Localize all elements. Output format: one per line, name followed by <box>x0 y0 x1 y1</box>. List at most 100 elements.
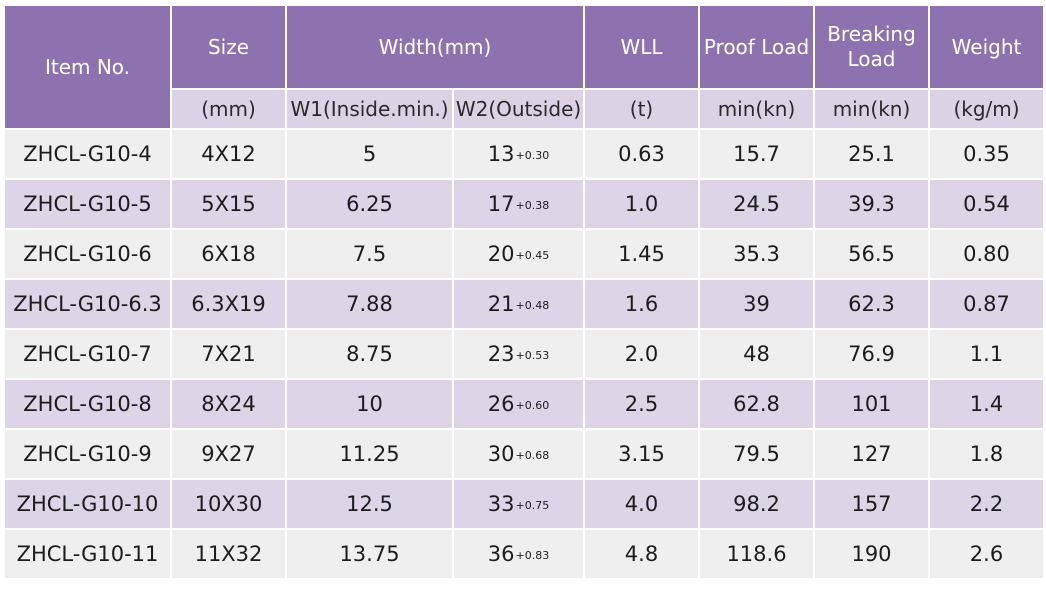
cell-breaking-load: 39.3 <box>815 180 928 228</box>
cell-size: 6X18 <box>172 230 285 278</box>
cell-w2: 20+0.45 <box>454 230 583 278</box>
cell-wll: 3.15 <box>585 430 698 478</box>
cell-w2: 23+0.53 <box>454 330 583 378</box>
w2-value: 20 <box>487 242 515 266</box>
w2-value: 26 <box>487 392 515 416</box>
w2-value: 23 <box>487 342 515 366</box>
cell-proof-load: 79.5 <box>700 430 813 478</box>
cell-proof-load: 98.2 <box>700 480 813 528</box>
cell-proof-load: 48 <box>700 330 813 378</box>
cell-weight: 1.1 <box>930 330 1043 378</box>
cell-w2: 21+0.48 <box>454 280 583 328</box>
cell-proof-load: 35.3 <box>700 230 813 278</box>
header-proof-load: Proof Load <box>700 6 813 88</box>
table-row: ZHCL-G10-7 7X21 8.75 23+0.53 2.0 48 76.9 1.1 <box>5 330 1043 378</box>
cell-w2: 30+0.68 <box>454 430 583 478</box>
w2-tolerance: +0.45 <box>515 248 550 262</box>
w2-tolerance: +0.68 <box>515 448 550 462</box>
cell-w1: 7.5 <box>287 230 452 278</box>
w2-tolerance: +0.38 <box>515 198 550 212</box>
cell-size: 10X30 <box>172 480 285 528</box>
cell-proof-load: 24.5 <box>700 180 813 228</box>
cell-item-no: ZHCL-G10-5 <box>5 180 170 228</box>
cell-item-no: ZHCL-G10-6.3 <box>5 280 170 328</box>
cell-wll: 4.0 <box>585 480 698 528</box>
cell-size: 9X27 <box>172 430 285 478</box>
table-header: Item No. Size Width(mm) WLL Proof Load B… <box>5 6 1043 128</box>
cell-breaking-load: 25.1 <box>815 130 928 178</box>
w2-tolerance: +0.83 <box>515 548 550 562</box>
header-width: Width(mm) <box>287 6 583 88</box>
cell-item-no: ZHCL-G10-6 <box>5 230 170 278</box>
cell-proof-load: 118.6 <box>700 530 813 578</box>
cell-size: 4X12 <box>172 130 285 178</box>
cell-size: 11X32 <box>172 530 285 578</box>
w2-value: 30 <box>487 442 515 466</box>
cell-weight: 2.2 <box>930 480 1043 528</box>
cell-item-no: ZHCL-G10-7 <box>5 330 170 378</box>
cell-wll: 1.45 <box>585 230 698 278</box>
cell-breaking-load: 157 <box>815 480 928 528</box>
cell-w1: 10 <box>287 380 452 428</box>
table-row: ZHCL-G10-9 9X27 11.25 30+0.68 3.15 79.5 127 1.8 <box>5 430 1043 478</box>
w2-tolerance: +0.53 <box>515 348 550 362</box>
cell-proof-load: 15.7 <box>700 130 813 178</box>
cell-w1: 11.25 <box>287 430 452 478</box>
cell-breaking-load: 56.5 <box>815 230 928 278</box>
w2-value: 36 <box>487 542 515 566</box>
w2-tolerance: +0.30 <box>515 148 550 162</box>
cell-wll: 2.5 <box>585 380 698 428</box>
cell-w2: 26+0.60 <box>454 380 583 428</box>
cell-w1: 8.75 <box>287 330 452 378</box>
cell-w1: 13.75 <box>287 530 452 578</box>
cell-item-no: ZHCL-G10-4 <box>5 130 170 178</box>
cell-weight: 0.80 <box>930 230 1043 278</box>
cell-breaking-load: 127 <box>815 430 928 478</box>
cell-w2: 36+0.83 <box>454 530 583 578</box>
cell-weight: 0.87 <box>930 280 1043 328</box>
subheader-breaking-unit: min(kn) <box>815 90 928 128</box>
cell-proof-load: 39 <box>700 280 813 328</box>
cell-breaking-load: 76.9 <box>815 330 928 378</box>
w2-value: 17 <box>487 192 515 216</box>
cell-weight: 1.8 <box>930 430 1043 478</box>
cell-size: 5X15 <box>172 180 285 228</box>
w2-tolerance: +0.48 <box>515 298 550 312</box>
table-row: ZHCL-G10-11 11X32 13.75 36+0.83 4.8 118.6 190 2… <box>5 530 1043 578</box>
cell-weight: 1.4 <box>930 380 1043 428</box>
table-row: ZHCL-G10-4 4X12 5 13+0.30 0.63 15.7 25.1 0.35 <box>5 130 1043 178</box>
header-weight: Weight <box>930 6 1043 88</box>
cell-item-no: ZHCL-G10-10 <box>5 480 170 528</box>
table-row: ZHCL-G10-6 6X18 7.5 20+0.45 1.45 35.3 56.5 0.80 <box>5 230 1043 278</box>
w2-tolerance: +0.75 <box>515 498 550 512</box>
cell-breaking-load: 190 <box>815 530 928 578</box>
spec-table: Item No. Size Width(mm) WLL Proof Load B… <box>3 4 1045 580</box>
subheader-proof-unit: min(kn) <box>700 90 813 128</box>
w2-value: 13 <box>487 142 515 166</box>
header-item-no: Item No. <box>5 6 170 128</box>
cell-w1: 12.5 <box>287 480 452 528</box>
cell-wll: 4.8 <box>585 530 698 578</box>
cell-w1: 7.88 <box>287 280 452 328</box>
cell-wll: 2.0 <box>585 330 698 378</box>
cell-item-no: ZHCL-G10-9 <box>5 430 170 478</box>
w2-value: 33 <box>487 492 515 516</box>
header-breaking-load: Breaking Load <box>815 6 928 88</box>
cell-wll: 1.6 <box>585 280 698 328</box>
cell-weight: 0.35 <box>930 130 1043 178</box>
cell-weight: 2.6 <box>930 530 1043 578</box>
cell-breaking-load: 62.3 <box>815 280 928 328</box>
cell-breaking-load: 101 <box>815 380 928 428</box>
subheader-wll-unit: (t) <box>585 90 698 128</box>
cell-wll: 0.63 <box>585 130 698 178</box>
subheader-w1: W1(Inside.min.) <box>287 90 452 128</box>
subheader-weight-unit: (kg/m) <box>930 90 1043 128</box>
cell-w2: 33+0.75 <box>454 480 583 528</box>
w2-tolerance: +0.60 <box>515 398 550 412</box>
cell-size: 7X21 <box>172 330 285 378</box>
subheader-w2: W2(Outside) <box>454 90 583 128</box>
cell-w2: 13+0.30 <box>454 130 583 178</box>
header-size: Size <box>172 6 285 88</box>
table-row: ZHCL-G10-10 10X30 12.5 33+0.75 4.0 98.2 157 2.2 <box>5 480 1043 528</box>
header-wll: WLL <box>585 6 698 88</box>
